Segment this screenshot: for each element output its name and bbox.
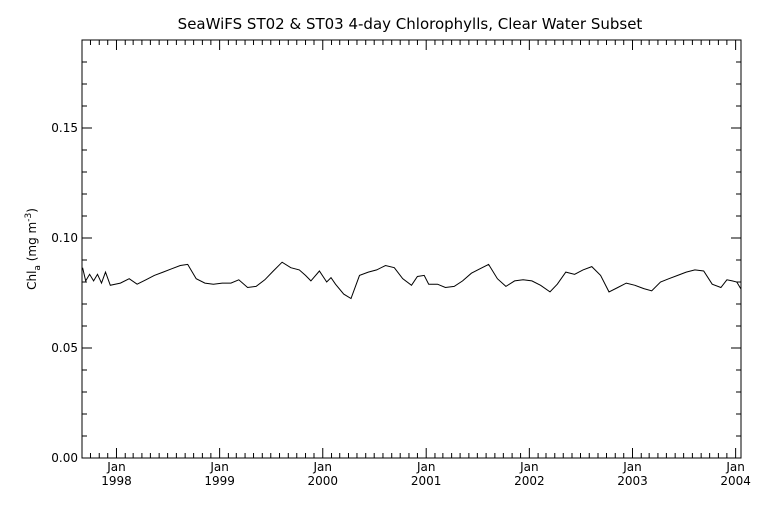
x-tick-label-month: Jan (519, 460, 539, 474)
x-tick-label-year: 2000 (307, 474, 338, 488)
plot-frame (81, 39, 742, 459)
x-tick-label-year: 2001 (411, 474, 442, 488)
y-axis-label-subscript: a (33, 265, 43, 271)
x-tick-label-month: Jan (725, 460, 745, 474)
x-tick-label-year: 2002 (514, 474, 545, 488)
x-tick-label-month: Jan (622, 460, 642, 474)
x-tick-label-year: 2003 (617, 474, 648, 488)
y-axis-label: Chla (mg m-3) (24, 208, 43, 290)
x-tick-label-month: Jan (416, 460, 436, 474)
x-tick-label-month: Jan (313, 460, 333, 474)
y-tick-label: 0.10 (51, 231, 78, 245)
x-axis: Jan1998Jan1999Jan2000Jan2001Jan2002Jan20… (89, 40, 751, 488)
y-tick-label: 0.05 (51, 341, 78, 355)
y-tick-label: 0.15 (51, 121, 78, 135)
x-tick-label-month: Jan (106, 460, 126, 474)
chart-title: SeaWiFS ST02 & ST03 4-day Chlorophylls, … (178, 15, 643, 33)
y-axis-label-main: Chl (25, 271, 39, 290)
x-tick-label-month: Jan (209, 460, 229, 474)
x-tick-label-year: 1998 (101, 474, 132, 488)
y-tick-label: 0.00 (51, 451, 78, 465)
series-line (82, 261, 742, 300)
y-axis-label-superscript: -3 (24, 213, 34, 222)
series-layer (82, 261, 742, 300)
y-axis-label-units-close: ) (25, 208, 39, 213)
x-tick-label-year: 1999 (204, 474, 235, 488)
y-axis: 0.00 0.05 0.10 0.15 (51, 39, 741, 465)
y-axis-label-units: (mg m (25, 222, 39, 265)
x-tick-label-year: 2004 (720, 474, 751, 488)
